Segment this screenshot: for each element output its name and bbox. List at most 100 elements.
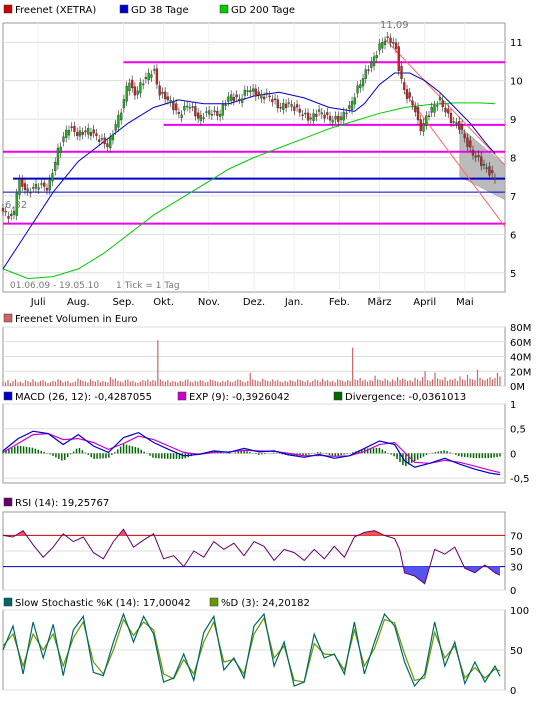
candle-body — [243, 89, 247, 96]
rsi-line — [2, 528, 501, 585]
candle-body — [419, 119, 422, 132]
volume-y-tick: 60M — [510, 338, 531, 349]
candle-body — [194, 106, 197, 117]
candle-body — [89, 132, 93, 136]
candle-body — [304, 112, 307, 115]
candle-body — [180, 114, 183, 118]
candle-body — [73, 126, 76, 132]
volume-y-tick: 0M — [510, 382, 525, 393]
candle-body — [136, 90, 139, 95]
stoch-k-line — [2, 612, 501, 688]
candle-body — [240, 98, 244, 103]
candle-body — [43, 182, 46, 187]
macd-y-tick: -0,5 — [510, 474, 530, 485]
candle-body — [70, 126, 73, 128]
legend-label-2-2: Divergence: -0,0361013 — [345, 392, 466, 403]
candle-body — [331, 120, 334, 123]
candle-body — [378, 43, 381, 51]
candle-body — [238, 98, 241, 101]
candle-body — [100, 138, 104, 140]
candle-body — [172, 101, 175, 111]
candle-body — [87, 127, 90, 135]
high-annotation: 11,09 — [380, 20, 409, 31]
candle-body — [383, 40, 387, 45]
candle-body — [295, 104, 299, 108]
legend-swatch-4-0 — [3, 597, 13, 607]
candle-body — [370, 61, 373, 68]
candle-body — [334, 115, 337, 120]
candle-body — [433, 105, 436, 113]
candle-body — [103, 137, 106, 145]
candle-body — [142, 83, 145, 86]
legend-label-4-0: Slow Stochastic %K (14): 17,00042 — [15, 598, 191, 609]
candle-body — [169, 100, 172, 103]
candle-body — [293, 106, 296, 111]
candle-body — [477, 155, 480, 158]
candle-body — [282, 103, 285, 110]
grid-lines — [3, 23, 505, 691]
candle-body — [133, 86, 137, 96]
price-y-tick: 6 — [510, 230, 516, 241]
candle-body — [367, 69, 370, 71]
candle-body — [188, 107, 192, 109]
legend-label-2-0: MACD (26, 12): -0,4287055 — [15, 392, 152, 403]
candle-body — [174, 103, 178, 111]
legend-label-0-0: Freenet (XETRA) — [15, 5, 96, 16]
candle-body — [271, 99, 274, 103]
candle-body — [345, 112, 348, 115]
legend-label-4-1: %D (3): 24,20182 — [221, 598, 310, 609]
stoch-y-tick: 100 — [510, 606, 529, 617]
candle-body — [482, 164, 486, 166]
candle-body — [125, 85, 128, 102]
gd200-line — [2, 102, 496, 280]
candle-body — [224, 104, 227, 106]
candle-body — [205, 111, 208, 113]
x-tick-label: Jan. — [284, 297, 304, 308]
candle-body — [317, 109, 321, 112]
candle-body — [254, 88, 258, 97]
candle-body — [301, 114, 304, 116]
candle-body — [474, 155, 477, 158]
candle-body — [183, 105, 186, 111]
candle-body — [356, 85, 359, 94]
candle-body — [213, 110, 216, 112]
candle-body — [436, 105, 439, 107]
candle-body — [147, 72, 150, 81]
legend-swatch-0-2 — [219, 4, 229, 14]
candle-body — [155, 68, 159, 85]
tick-annotation: 1 Tick = 1 Tag — [116, 281, 180, 291]
candle-body — [235, 94, 238, 98]
legend-swatch-4-1 — [209, 597, 219, 607]
candle-body — [375, 55, 378, 58]
x-tick-label: März — [367, 297, 391, 308]
candle-body — [98, 139, 101, 142]
volume-y-tick: 80M — [510, 323, 531, 334]
candle-body — [109, 137, 112, 149]
candle-body — [218, 114, 222, 117]
panel-frame-2 — [2, 403, 506, 484]
rsi-y-tick: 50 — [510, 547, 523, 558]
candle-body — [128, 82, 131, 92]
candle-body — [315, 114, 318, 117]
candle-body — [394, 42, 398, 49]
candle-body — [389, 37, 392, 43]
candle-body — [120, 112, 123, 121]
candle-body — [111, 134, 115, 141]
candle-body — [166, 96, 170, 101]
price-y-tick: 9 — [510, 115, 516, 126]
candle-body — [290, 104, 293, 107]
candle-body — [480, 156, 483, 166]
stoch-y-tick: 0 — [510, 686, 516, 697]
candle-body — [144, 77, 148, 80]
candle-body — [425, 115, 428, 126]
candle-body — [364, 69, 367, 79]
legend-swatch-2-0 — [3, 391, 13, 401]
legend-label-3-0: RSI (14): 19,25767 — [15, 498, 109, 509]
candle-body — [164, 91, 167, 100]
legend-label-1-0: Freenet Volumen in Euro — [15, 314, 137, 325]
x-tick-label: Aug. — [67, 297, 90, 308]
candle-body — [221, 104, 225, 116]
candle-body — [158, 85, 161, 96]
candle-body — [153, 69, 156, 71]
